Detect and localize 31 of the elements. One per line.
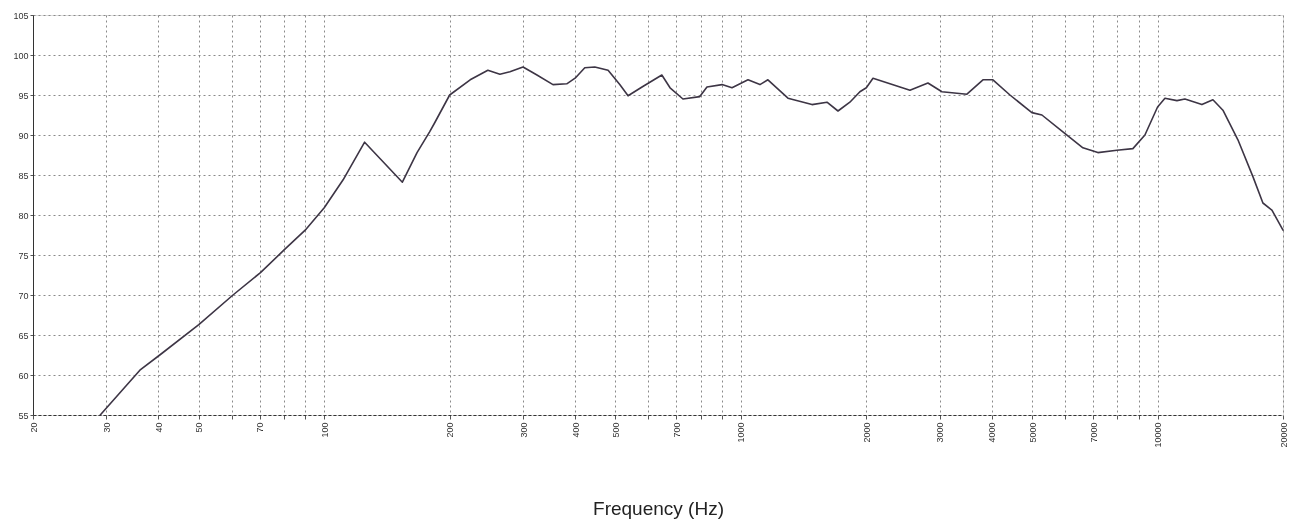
x-tick-label: 10000 — [1153, 422, 1164, 448]
x-tick-label: 40 — [153, 422, 164, 433]
y-tick-label: 60 — [18, 370, 29, 381]
x-tick-label: 2000 — [861, 422, 872, 443]
x-tick-label: 200 — [445, 422, 456, 438]
y-tick-label: 85 — [18, 170, 29, 181]
y-tick-label: 105 — [13, 10, 29, 21]
x-tick-label: 7000 — [1088, 422, 1099, 443]
x-tick-label: 1000 — [736, 422, 747, 443]
x-tick-label: 50 — [194, 422, 205, 433]
y-tick-label: 55 — [18, 410, 29, 421]
x-tick-label: 20000 — [1278, 422, 1289, 448]
x-tick-label: 500 — [610, 422, 621, 438]
x-tick-label: 400 — [570, 422, 581, 438]
y-tick-label: 70 — [18, 290, 29, 301]
y-tick-label: 65 — [18, 330, 29, 341]
y-tick-label: 75 — [18, 250, 29, 261]
x-tick-label: 5000 — [1027, 422, 1038, 443]
y-tick-label: 100 — [13, 50, 29, 61]
y-tick-label: 80 — [18, 210, 29, 221]
x-tick-label: 70 — [255, 422, 266, 433]
x-tick-label: 300 — [518, 422, 529, 438]
x-axis-title: Frequency (Hz) — [593, 497, 724, 519]
y-tick-label: 90 — [18, 130, 29, 141]
x-tick-label: 30 — [101, 422, 112, 433]
x-tick-label: 20 — [28, 422, 39, 433]
x-tick-label: 3000 — [935, 422, 946, 443]
x-tick-label: 700 — [671, 422, 682, 438]
x-tick-label: 100 — [319, 422, 330, 438]
x-tick-label: 4000 — [987, 422, 998, 443]
y-tick-label: 95 — [18, 90, 29, 101]
